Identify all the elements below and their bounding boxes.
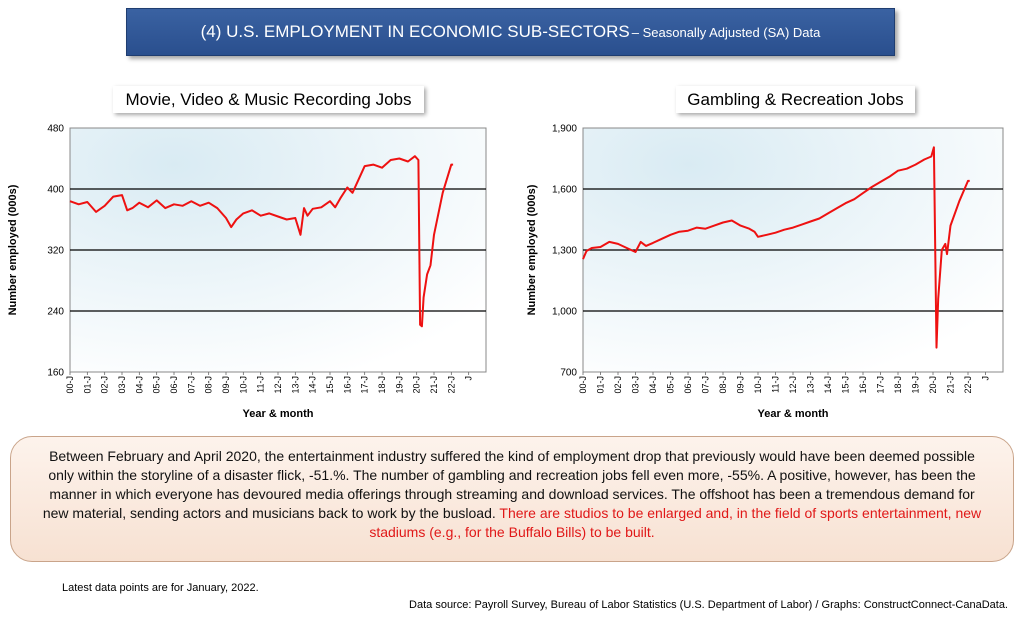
y-axis-label: Number employed (000s) (526, 184, 538, 315)
latest-data-note: Latest data points are for January, 2022… (62, 582, 259, 594)
left-chart-title: Movie, Video & Music Recording Jobs (113, 86, 424, 113)
x-tick-label: 18-J (893, 376, 903, 394)
x-tick-label: 03-J (117, 376, 127, 394)
x-axis-label: Year & month (243, 408, 314, 420)
x-tick-label: 22-J (963, 376, 973, 394)
series-line (582, 146, 970, 349)
x-tick-label: 17-J (360, 376, 370, 394)
x-tick-label: 18-J (377, 376, 387, 394)
x-tick-label: 21-J (429, 376, 439, 394)
x-tick-label: 04-J (648, 376, 658, 394)
x-tick-label: 15-J (325, 376, 335, 394)
x-tick-label: 09-J (221, 376, 231, 394)
right-chart-title: Gambling & Recreation Jobs (676, 86, 915, 113)
x-tick-label: 20-J (412, 376, 422, 394)
commentary-highlight: There are studios to be enlarged and, in… (369, 505, 982, 540)
banner-subtitle: – Seasonally Adjusted (SA) Data (631, 24, 821, 40)
y-tick-label: 160 (47, 368, 64, 379)
y-tick-label: 1,000 (552, 307, 577, 318)
y-tick-label: 480 (47, 124, 64, 135)
x-tick-label: 01-J (82, 376, 92, 394)
x-tick-label: 07-J (701, 376, 711, 394)
data-source-note: Data source: Payroll Survey, Bureau of L… (409, 599, 1008, 611)
x-tick-label: 04-J (134, 376, 144, 394)
x-tick-label: J (464, 376, 474, 381)
x-tick-label: 16-J (342, 376, 352, 394)
x-tick-label: 12-J (273, 376, 283, 394)
x-tick-label: 02-J (100, 376, 110, 394)
x-tick-label: 14-J (823, 376, 833, 394)
y-tick-label: 1,300 (552, 246, 577, 257)
x-tick-label: 00-J (578, 376, 588, 394)
y-tick-label: 700 (560, 368, 577, 379)
y-tick-label: 1,600 (552, 185, 577, 196)
x-tick-label: 16-J (858, 376, 868, 394)
x-tick-label: 02-J (613, 376, 623, 394)
x-tick-label: 03-J (631, 376, 641, 394)
x-tick-label: 06-J (683, 376, 693, 394)
movie-jobs-chart: 160 240 320 400 480 00-J 01-J 02-J 03-J 04-J 05-J 0… (7, 124, 487, 420)
x-tick-label: 20-J (928, 376, 938, 394)
series-line (69, 155, 454, 328)
header-banner: (4) U.S. EMPLOYMENT IN ECONOMIC SUB-SECT… (126, 8, 895, 56)
x-tick-label: 05-J (152, 376, 162, 394)
x-tick-label: 08-J (718, 376, 728, 394)
x-tick-label: 07-J (186, 376, 196, 394)
x-tick-label: 10-J (753, 376, 763, 394)
y-tick-label: 240 (47, 307, 64, 318)
x-tick-label: 11-J (256, 376, 266, 393)
x-tick-label: 22-J (446, 376, 456, 394)
x-tick-label: 12-J (788, 376, 798, 394)
x-tick-label: 15-J (841, 376, 851, 394)
x-tick-label: 13-J (806, 376, 816, 394)
y-tick-label: 1,900 (552, 124, 577, 135)
x-tick-label: 21-J (946, 376, 956, 394)
x-tick-label: 00-J (65, 376, 75, 394)
commentary-box: Between February and April 2020, the ent… (10, 436, 1014, 562)
x-tick-label: 17-J (876, 376, 886, 394)
x-tick-label: 09-J (736, 376, 746, 394)
x-tick-label: 06-J (169, 376, 179, 394)
x-tick-label: 11-J (771, 376, 781, 393)
x-tick-label: 19-J (911, 376, 921, 394)
x-tick-label: 14-J (308, 376, 318, 394)
x-tick-label: 05-J (666, 376, 676, 394)
y-tick-label: 320 (47, 246, 64, 257)
x-tick-label: J (981, 376, 991, 381)
x-tick-label: 19-J (394, 376, 404, 394)
commentary-text: Between February and April 2020, the ent… (42, 448, 976, 521)
x-tick-label: 10-J (238, 376, 248, 394)
x-tick-label: 13-J (290, 376, 300, 394)
x-axis-label: Year & month (758, 408, 829, 420)
gambling-jobs-chart: 700 1,000 1,300 1,600 1,900 00-J 01-J 02-J 03-J 0… (526, 124, 1004, 420)
y-tick-label: 400 (47, 185, 64, 196)
x-tick-label: 01-J (596, 376, 606, 394)
x-tick-label: 08-J (204, 376, 214, 394)
y-axis-label: Number employed (000s) (7, 184, 19, 315)
banner-title: (4) U.S. EMPLOYMENT IN ECONOMIC SUB-SECT… (200, 22, 630, 41)
